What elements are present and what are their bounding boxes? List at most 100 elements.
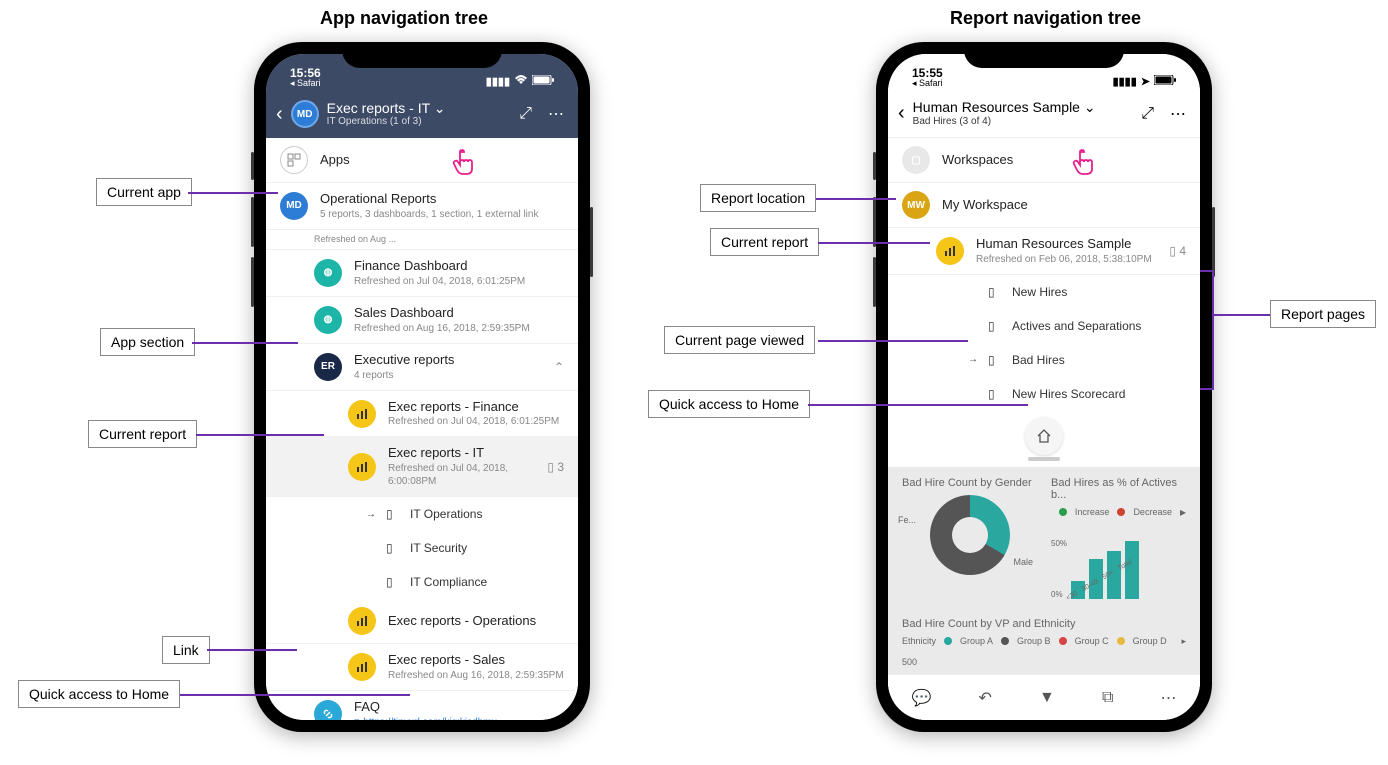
- expand-icon[interactable]: ⤢: [515, 105, 536, 123]
- more-icon[interactable]: ⋯: [544, 104, 568, 124]
- cut-row: Refreshed on Aug ...: [266, 230, 578, 250]
- chart1-title: Bad Hire Count by Gender: [902, 477, 1037, 489]
- title-left: App navigation tree: [320, 8, 488, 29]
- legend-dot: [1059, 637, 1067, 645]
- header-title: Exec reports - IT ⌄: [327, 100, 508, 117]
- app-avatar: MD: [280, 192, 308, 220]
- page-it-security[interactable]: ▯ IT Security: [266, 531, 578, 565]
- header-title: Human Resources Sample ⌄: [913, 99, 1130, 116]
- expand-icon[interactable]: ⤢: [1137, 105, 1158, 123]
- callout-report-location: Report location: [700, 184, 816, 212]
- nav-tree: ▢ Workspaces MW My Workspace Human Resou…: [888, 138, 1200, 720]
- page-bad-hires[interactable]: → ▯ Bad Hires: [888, 343, 1200, 377]
- report-icon: [348, 453, 376, 481]
- arrow-right-icon: →: [366, 509, 376, 520]
- page-count-badge: ▯ 3: [547, 460, 564, 474]
- status-bar: 15:56 ◂ Safari ▮▮▮▮: [266, 54, 578, 90]
- page-icon: ▯: [386, 507, 400, 521]
- apps-icon: [280, 146, 308, 174]
- op-reports-sub: 5 reports, 3 dashboards, 1 section, 1 ex…: [320, 208, 564, 221]
- back-button[interactable]: ‹: [898, 102, 905, 125]
- report-icon: [936, 237, 964, 265]
- op-reports-title: Operational Reports: [320, 191, 564, 208]
- header-title-block[interactable]: Exec reports - IT ⌄ IT Operations (1 of …: [327, 100, 508, 129]
- status-safari-back[interactable]: ◂ Safari: [290, 79, 321, 88]
- executive-reports-row[interactable]: ER Executive reports 4 reports ⌃: [266, 344, 578, 391]
- screen-left: 15:56 ◂ Safari ▮▮▮▮ ‹ MD Exec reports - …: [266, 54, 578, 720]
- filter-icon[interactable]: ▼: [1039, 689, 1055, 707]
- callout-link: Link: [162, 636, 210, 664]
- header-subtitle: Bad Hires (3 of 4): [913, 116, 1130, 128]
- workspaces-row[interactable]: ▢ Workspaces: [888, 138, 1200, 183]
- workspaces-icon: ▢: [902, 146, 930, 174]
- chart3-title: Bad Hire Count by VP and Ethnicity: [902, 618, 1186, 630]
- exec-ops-row[interactable]: Exec reports - Operations: [266, 599, 578, 644]
- dashboard-icon: ◍: [314, 306, 342, 334]
- callout-home1: Quick access to Home: [18, 680, 180, 708]
- legend-dot: [1117, 637, 1125, 645]
- signal-icon: ▮▮▮▮: [486, 75, 510, 88]
- chart2-title: Bad Hires as % of Actives b...: [1051, 477, 1186, 501]
- back-button[interactable]: ‹: [276, 103, 283, 126]
- callout-current-page: Current page viewed: [664, 326, 815, 354]
- title-right: Report navigation tree: [950, 8, 1141, 29]
- drag-handle[interactable]: [1028, 457, 1060, 461]
- operational-reports-row[interactable]: MD Operational Reports 5 reports, 3 dash…: [266, 183, 578, 230]
- callout-home2: Quick access to Home: [648, 390, 810, 418]
- wifi-icon: [514, 75, 528, 88]
- header-avatar[interactable]: MD: [291, 100, 319, 128]
- phone-right: 15:55 ◂ Safari ▮▮▮▮ ➤ ‹ Human Resources …: [876, 42, 1212, 732]
- status-bar: 15:55 ◂ Safari ▮▮▮▮ ➤: [888, 54, 1200, 90]
- apps-label: Apps: [320, 152, 564, 169]
- callout-current-report: Current report: [88, 420, 197, 448]
- pointer-cursor-icon: [1070, 148, 1098, 176]
- arrow-right-icon: →: [968, 354, 978, 365]
- undo-icon[interactable]: ↶: [979, 688, 992, 708]
- workspace-avatar: MW: [902, 191, 930, 219]
- location-icon: ➤: [1141, 75, 1150, 88]
- callout-current-report2: Current report: [710, 228, 819, 256]
- apps-row[interactable]: Apps: [266, 138, 578, 183]
- report-icon: [348, 607, 376, 635]
- hr-sample-row[interactable]: Human Resources Sample Refreshed on Feb …: [888, 228, 1200, 275]
- page-icon: ▯: [386, 575, 400, 589]
- report-icon: [348, 653, 376, 681]
- page-icon: ▯: [988, 387, 1002, 401]
- callout-report-pages: Report pages: [1270, 300, 1376, 328]
- page-new-hires[interactable]: ▯ New Hires: [888, 275, 1200, 309]
- status-icons: ▮▮▮▮ ➤: [1113, 75, 1176, 88]
- exec-it-row[interactable]: Exec reports - IT Refreshed on Jul 04, 2…: [266, 437, 578, 497]
- home-button[interactable]: [1025, 417, 1063, 455]
- header: ‹ Human Resources Sample ⌄ Bad Hires (3 …: [888, 90, 1200, 138]
- exec-finance-row[interactable]: Exec reports - Finance Refreshed on Jul …: [266, 391, 578, 438]
- signal-icon: ▮▮▮▮: [1113, 75, 1137, 88]
- page-it-operations[interactable]: → ▯ IT Operations: [266, 497, 578, 531]
- status-icons: ▮▮▮▮: [486, 75, 554, 88]
- report-icon: [348, 400, 376, 428]
- bottom-toolbar: 💬 ↶ ▼ ⧉ ⋯: [888, 674, 1200, 720]
- donut-chart: [930, 495, 1010, 575]
- sales-dashboard-row[interactable]: ◍ Sales Dashboard Refreshed on Aug 16, 2…: [266, 297, 578, 344]
- finance-dashboard-row[interactable]: ◍ Finance Dashboard Refreshed on Jul 04,…: [266, 250, 578, 297]
- page-actives-separations[interactable]: ▯ Actives and Separations: [888, 309, 1200, 343]
- screen-right: 15:55 ◂ Safari ▮▮▮▮ ➤ ‹ Human Resources …: [888, 54, 1200, 720]
- exec-sales-row[interactable]: Exec reports - Sales Refreshed on Aug 16…: [266, 644, 578, 691]
- more-icon[interactable]: ⋯: [1166, 104, 1190, 124]
- page-it-compliance[interactable]: ▯ IT Compliance: [266, 565, 578, 599]
- copy-icon[interactable]: ⧉: [1102, 689, 1113, 707]
- dashboard-icon: ◍: [314, 259, 342, 287]
- comment-icon[interactable]: 💬: [912, 688, 932, 708]
- pointer-cursor-icon: [450, 148, 478, 176]
- link-icon: [314, 700, 342, 720]
- page-count-badge: ▯ 4: [1169, 244, 1186, 258]
- header-title-block[interactable]: Human Resources Sample ⌄ Bad Hires (3 of…: [913, 99, 1130, 128]
- header: ‹ MD Exec reports - IT ⌄ IT Operations (…: [266, 90, 578, 138]
- nav-tree: Apps MD Operational Reports 5 reports, 3…: [266, 138, 578, 720]
- status-safari-back[interactable]: ◂ Safari: [912, 79, 943, 88]
- battery-icon: [532, 75, 554, 88]
- my-workspace-row[interactable]: MW My Workspace: [888, 183, 1200, 228]
- page-icon: ▯: [386, 541, 400, 555]
- more-icon[interactable]: ⋯: [1160, 688, 1176, 708]
- page-icon: ▯: [988, 285, 1002, 299]
- header-subtitle: IT Operations (1 of 3): [327, 116, 508, 128]
